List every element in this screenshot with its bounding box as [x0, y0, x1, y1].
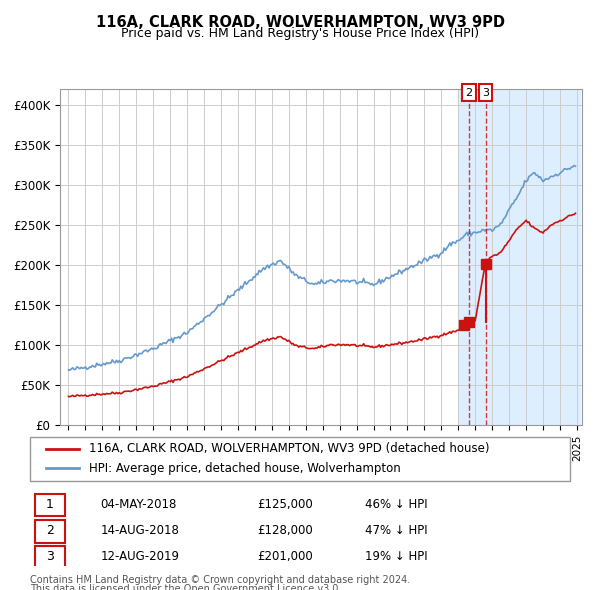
FancyBboxPatch shape: [35, 494, 65, 516]
Text: £125,000: £125,000: [257, 498, 313, 511]
Text: £128,000: £128,000: [257, 524, 313, 537]
Text: HPI: Average price, detached house, Wolverhampton: HPI: Average price, detached house, Wolv…: [89, 462, 401, 475]
Text: Contains HM Land Registry data © Crown copyright and database right 2024.: Contains HM Land Registry data © Crown c…: [30, 575, 410, 585]
Text: This data is licensed under the Open Government Licence v3.0.: This data is licensed under the Open Gov…: [30, 584, 341, 590]
Text: 12-AUG-2019: 12-AUG-2019: [100, 550, 179, 563]
Text: 3: 3: [46, 550, 54, 563]
Text: 19% ↓ HPI: 19% ↓ HPI: [365, 550, 427, 563]
Text: 47% ↓ HPI: 47% ↓ HPI: [365, 524, 427, 537]
Text: 116A, CLARK ROAD, WOLVERHAMPTON, WV3 9PD: 116A, CLARK ROAD, WOLVERHAMPTON, WV3 9PD: [95, 15, 505, 30]
Text: 04-MAY-2018: 04-MAY-2018: [100, 498, 176, 511]
Text: 2: 2: [46, 524, 54, 537]
Text: £201,000: £201,000: [257, 550, 313, 563]
Text: 1: 1: [46, 498, 54, 511]
FancyBboxPatch shape: [30, 437, 570, 481]
FancyBboxPatch shape: [35, 520, 65, 543]
Bar: [458, 88, 580, 425]
FancyBboxPatch shape: [35, 546, 65, 569]
Text: Price paid vs. HM Land Registry's House Price Index (HPI): Price paid vs. HM Land Registry's House …: [121, 27, 479, 40]
Text: 2: 2: [465, 87, 472, 97]
Text: 14-AUG-2018: 14-AUG-2018: [100, 524, 179, 537]
Text: 46% ↓ HPI: 46% ↓ HPI: [365, 498, 427, 511]
Text: 3: 3: [482, 87, 489, 97]
Text: 116A, CLARK ROAD, WOLVERHAMPTON, WV3 9PD (detached house): 116A, CLARK ROAD, WOLVERHAMPTON, WV3 9PD…: [89, 442, 490, 455]
